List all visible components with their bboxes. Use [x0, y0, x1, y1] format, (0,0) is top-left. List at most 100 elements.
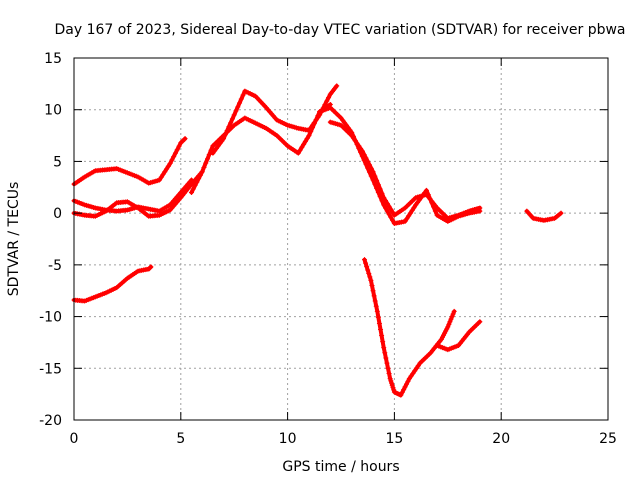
data-point	[196, 176, 202, 182]
data-point	[399, 389, 405, 395]
x-tick-label: 25	[599, 431, 617, 447]
data-point	[156, 177, 162, 183]
data-point	[182, 136, 188, 142]
data-point	[363, 260, 369, 266]
grid-lines	[74, 58, 608, 420]
data-point	[378, 327, 384, 332]
data-point	[558, 210, 564, 216]
series-3	[188, 102, 333, 195]
data-point	[404, 216, 410, 222]
data-point	[413, 365, 419, 371]
y-tick-label: -10	[39, 310, 62, 326]
y-tick-label: 15	[44, 51, 62, 67]
data-point	[411, 205, 417, 211]
data-point	[372, 173, 378, 179]
data-point	[380, 339, 386, 345]
data-point	[407, 210, 413, 216]
series-line	[362, 257, 457, 398]
data-point	[297, 147, 303, 153]
data-point	[385, 365, 391, 371]
data-point	[160, 172, 166, 178]
series-8	[71, 264, 154, 304]
data-point	[295, 150, 301, 156]
data-point	[373, 303, 379, 309]
data-point	[205, 156, 210, 162]
x-tick-label: 15	[385, 431, 403, 447]
data-point	[381, 195, 387, 201]
series-line	[189, 102, 333, 195]
data-point	[477, 319, 483, 325]
data-point	[451, 308, 457, 314]
data-point	[350, 135, 356, 141]
data-point	[238, 96, 244, 102]
data-point	[408, 373, 414, 379]
data-point	[383, 205, 388, 211]
data-point	[412, 368, 418, 374]
data-point	[233, 108, 239, 114]
series-6	[327, 119, 483, 221]
data-point	[389, 380, 395, 386]
data-point	[447, 319, 453, 325]
data-point	[158, 174, 164, 180]
data-point	[235, 104, 241, 110]
x-tick-label: 20	[492, 431, 510, 447]
data-point	[365, 267, 371, 273]
y-axis-label: SDTVAR / TECUs	[6, 182, 22, 297]
data-point	[366, 162, 372, 168]
x-tick-label: 10	[279, 431, 297, 447]
data-point	[361, 152, 367, 158]
data-point	[386, 370, 392, 376]
data-point	[359, 148, 365, 154]
data-point	[379, 333, 385, 339]
series-5	[317, 105, 483, 226]
data-point	[167, 160, 173, 166]
data-point	[388, 206, 394, 212]
data-point	[197, 172, 203, 178]
data-point	[310, 122, 316, 128]
data-point	[404, 381, 410, 387]
data-point	[171, 154, 177, 160]
data-point	[402, 384, 408, 390]
data-point	[377, 186, 383, 192]
data-point	[387, 376, 393, 382]
data-point	[390, 209, 396, 215]
data-point	[406, 376, 412, 382]
y-tick-label: 5	[53, 154, 62, 170]
data-point	[306, 127, 312, 133]
data-point	[450, 311, 456, 317]
data-point	[334, 83, 340, 89]
data-point	[222, 132, 228, 138]
data-points	[71, 83, 564, 398]
data-point	[410, 370, 416, 376]
series-1	[71, 177, 194, 214]
data-point	[557, 211, 563, 217]
x-tick-label: 5	[176, 431, 185, 447]
data-point	[162, 169, 168, 175]
data-point	[221, 136, 227, 142]
data-point	[301, 141, 307, 147]
data-point	[381, 345, 387, 351]
data-point	[201, 164, 207, 170]
data-point	[326, 95, 332, 101]
y-tick-label: 10	[44, 103, 62, 119]
data-point	[176, 143, 182, 149]
data-point	[374, 308, 380, 314]
y-tick-label: 0	[53, 206, 62, 222]
data-point	[192, 183, 198, 189]
x-tick-label: 0	[70, 431, 79, 447]
data-point	[356, 143, 362, 149]
data-point	[445, 324, 451, 330]
data-point	[366, 270, 372, 276]
data-point	[405, 378, 411, 384]
data-point	[391, 387, 397, 393]
data-point	[386, 211, 392, 217]
data-point	[306, 133, 312, 139]
plot-frame	[73, 57, 609, 421]
data-point	[406, 213, 412, 219]
data-point	[370, 169, 376, 175]
y-tick-label: -5	[48, 258, 62, 274]
data-point	[349, 133, 355, 139]
data-point	[381, 202, 387, 208]
data-point	[401, 387, 407, 393]
series-10	[434, 319, 483, 353]
